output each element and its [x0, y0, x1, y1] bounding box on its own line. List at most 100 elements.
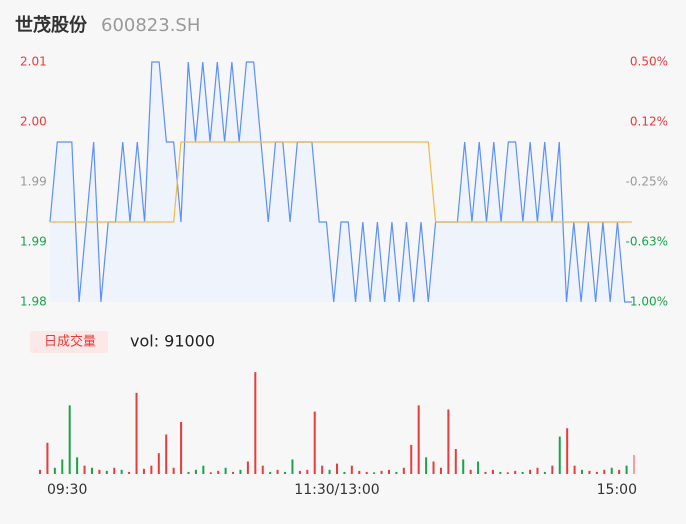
volume-bar: [343, 471, 346, 474]
volume-bar: [603, 469, 606, 474]
volume-bar: [566, 428, 569, 474]
y-tick-label: 1.98: [20, 295, 47, 309]
volume-bar: [588, 470, 591, 474]
y2-tick-label: -1.00%: [626, 295, 668, 309]
volume-bar: [232, 471, 235, 474]
volume-bar: [291, 459, 294, 474]
volume-bar: [387, 469, 390, 474]
stock-name: 世茂股份: [15, 14, 88, 36]
y-tick-label: 2.01: [20, 55, 47, 69]
volume-bar: [68, 405, 71, 474]
x-tick-label: 09:30: [47, 482, 87, 498]
volume-bar: [551, 465, 554, 474]
volume-bar: [180, 422, 183, 474]
volume-bar: [76, 457, 79, 474]
volume-bar: [113, 467, 116, 474]
volume-bar: [432, 461, 435, 474]
y2-tick-label: -0.25%: [626, 175, 668, 189]
volume-bar: [447, 409, 450, 474]
volume-bar: [514, 470, 517, 474]
volume-bar: [135, 392, 138, 474]
y-tick-label: 1.99: [20, 175, 47, 189]
volume-bar: [313, 411, 316, 474]
price-area: [50, 62, 632, 302]
volume-bar: [417, 405, 420, 474]
y-tick-label: 1.99: [20, 235, 47, 249]
volume-bar: [46, 442, 49, 474]
volume-bar: [336, 463, 338, 474]
volume-bar: [521, 471, 524, 474]
volume-bar: [269, 471, 272, 474]
volume-bar: [581, 469, 584, 474]
volume-bar: [595, 471, 598, 474]
volume-bar: [83, 465, 86, 474]
volume-bar: [128, 471, 131, 474]
volume-bar: [373, 472, 376, 474]
volume-bar: [246, 461, 249, 474]
volume-bar: [276, 469, 279, 474]
volume-bar: [254, 372, 257, 474]
volume-bar: [558, 436, 561, 474]
volume-bar: [98, 469, 101, 474]
stock-code: 600823.SH: [101, 15, 200, 36]
volume-bar: [165, 434, 168, 474]
volume-bar: [499, 471, 502, 474]
volume-bar: [306, 469, 309, 474]
volume-bar: [157, 453, 160, 474]
volume-bar: [142, 468, 145, 474]
y2-tick-label: 0.50%: [630, 55, 668, 69]
volume-tab-bg[interactable]: [30, 331, 108, 353]
volume-bar: [439, 467, 442, 474]
volume-bar: [506, 472, 509, 474]
volume-bar: [298, 470, 301, 474]
volume-bar: [61, 459, 64, 474]
volume-bar: [261, 465, 264, 474]
volume-bar: [573, 465, 576, 474]
volume-bar: [402, 467, 405, 474]
volume-bar: [120, 469, 123, 474]
price-line: [49, 61, 632, 303]
volume-bar: [358, 470, 361, 474]
x-tick-label: 11:30/13:00: [294, 482, 379, 498]
avg-price-line: [50, 141, 632, 223]
volume-bar: [365, 471, 368, 474]
volume-bar: [224, 467, 227, 474]
volume-bar: [217, 470, 220, 474]
volume-bar: [53, 467, 56, 474]
volume-bar: [462, 459, 465, 474]
volume-bar: [90, 467, 93, 474]
volume-bar: [469, 469, 472, 474]
volume-bar: [454, 449, 457, 474]
volume-bar: [150, 465, 153, 474]
volume-bar: [395, 471, 398, 474]
volume-bar: [477, 461, 480, 474]
volume-bar: [610, 467, 613, 474]
volume-tab[interactable]: 日成交量: [44, 334, 96, 350]
volume-bar: [194, 469, 197, 474]
volume-bar: [172, 467, 175, 474]
volume-bar: [536, 467, 539, 474]
volume-bar: [328, 469, 331, 474]
volume-bar: [491, 469, 494, 474]
volume-bar: [618, 469, 621, 474]
volume-bar: [484, 471, 487, 474]
volume-bar: [625, 465, 628, 474]
volume-bar: [39, 469, 41, 474]
volume-bar: [284, 471, 287, 474]
x-tick-label: 15:00: [597, 482, 637, 498]
volume-readout: vol: 91000: [130, 332, 215, 351]
volume-bar: [529, 469, 532, 474]
volume-bar: [187, 471, 190, 474]
volume-bar: [209, 472, 212, 474]
volume-bar: [425, 457, 428, 474]
y2-tick-label: 0.12%: [630, 115, 668, 129]
volume-bar: [633, 455, 635, 474]
volume-bar: [410, 444, 413, 474]
y-tick-label: 2.00: [20, 115, 47, 129]
volume-bar: [543, 471, 546, 474]
volume-bar: [239, 469, 242, 474]
volume-bar: [202, 465, 205, 474]
volume-bar: [350, 465, 353, 474]
y2-tick-label: -0.63%: [626, 235, 668, 249]
